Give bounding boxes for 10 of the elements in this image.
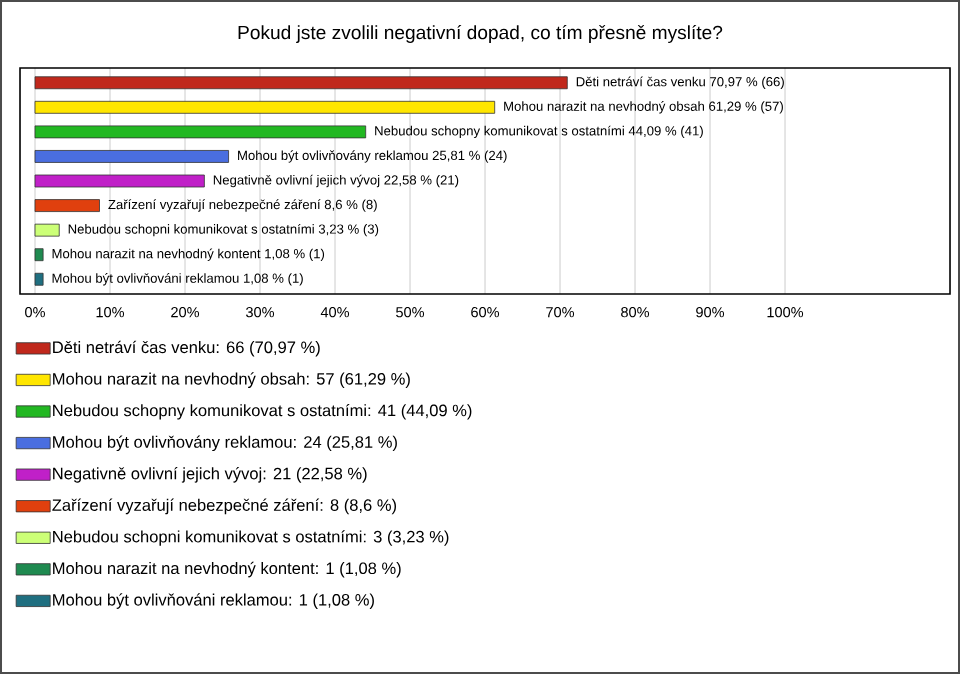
legend-label: Zařízení vyzařují nebezpečné záření: 8 (8,6 %) (52, 498, 397, 515)
legend-label: Mohou být ovlivňovány reklamou: 24 (25,81 %) (53, 435, 397, 452)
legend-label: Negativně ovlivní jejich vývoj: 21 (22,58 %) (53, 467, 367, 483)
legend-label: Děti netráví čas venku: 66 (70,97 %) (53, 340, 320, 357)
legend-label: Mohou narazit na nevhodný kontent: 1 (1,08 %) (53, 561, 401, 578)
legend-label: Mohou být ovlivňováni reklamou: 1 (1,08 %) (53, 593, 374, 609)
legend-label: Nebudou schopny komunikovat s ostatními: 41 (44,09 %) (53, 403, 472, 420)
legend-label: Mohou narazit na nevhodný obsah: 57 (61,29 %) (53, 372, 410, 388)
legend-label: Nebudou schopni komunikovat s ostatními: 3 (3,23 %) (53, 530, 449, 546)
chart-title: Pokud jste zvolili negativní dopad, co tím přesně myslíte? (238, 24, 723, 44)
